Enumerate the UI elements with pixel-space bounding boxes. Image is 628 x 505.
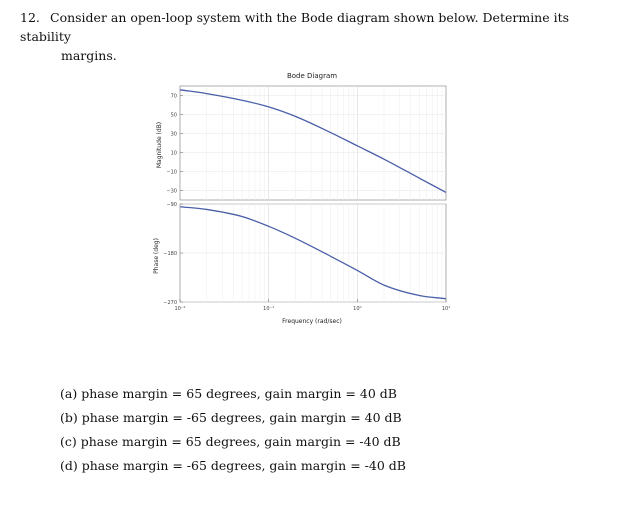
question-body: Consider an open-loop system with the Bo… xyxy=(20,10,570,44)
magnitude-y-tick-label: 10 xyxy=(171,151,177,157)
option-d-text: phase margin = -65 degrees, gain margin … xyxy=(81,458,406,473)
magnitude-axis-label: Magnitude (dB) xyxy=(156,122,163,168)
phase-y-tick-label: −180 xyxy=(163,251,177,257)
question-line-1: 12. Consider an open-loop system with the… xyxy=(20,8,610,46)
magnitude-y-tick-label: 70 xyxy=(171,94,177,100)
option-c-text: phase margin = 65 degrees, gain margin =… xyxy=(80,434,401,449)
chart-title: Bode Diagram xyxy=(287,72,337,80)
phase-axis-label: Phase (deg) xyxy=(153,238,160,274)
magnitude-y-tick-label: −30 xyxy=(166,189,177,195)
option-b[interactable]: (b) phase margin = -65 degrees, gain mar… xyxy=(60,406,406,430)
phase-x-tick-label: 10⁻¹ xyxy=(263,306,274,312)
phase-response-line xyxy=(179,206,447,300)
question-text: 12. Consider an open-loop system with the… xyxy=(20,8,610,65)
magnitude-y-tick-label: −10 xyxy=(166,170,177,176)
phase-y-tick-label: −270 xyxy=(163,300,177,306)
phase-x-tick-label: 10⁰ xyxy=(353,306,361,312)
magnitude-panel: 70 50 30 10 −10 −30 xyxy=(166,85,447,201)
phase-x-tick-label: 10⁻² xyxy=(174,306,185,312)
option-a[interactable]: (a) phase margin = 65 degrees, gain marg… xyxy=(60,382,406,406)
option-c[interactable]: (c) phase margin = 65 degrees, gain marg… xyxy=(60,430,406,454)
phase-y-tick-label: −90 xyxy=(166,202,177,208)
magnitude-response-line xyxy=(179,89,447,193)
option-c-label: (c) xyxy=(60,434,77,449)
magnitude-frame xyxy=(179,85,447,201)
question-line-2: margins. xyxy=(61,48,117,63)
option-a-label: (a) xyxy=(60,386,78,401)
magnitude-y-tick-label: 50 xyxy=(171,113,177,119)
option-a-text: phase margin = 65 degrees, gain margin =… xyxy=(81,386,397,401)
option-d-label: (d) xyxy=(60,458,78,473)
option-d[interactable]: (d) phase margin = -65 degrees, gain mar… xyxy=(60,454,406,478)
answer-options: (a) phase margin = 65 degrees, gain marg… xyxy=(60,382,406,478)
question-number: 12. xyxy=(20,10,40,25)
x-axis-label: Frequency (rad/sec) xyxy=(282,318,342,325)
option-b-label: (b) xyxy=(60,410,78,425)
phase-x-tick-label: 10¹ xyxy=(442,306,450,312)
option-b-text: phase margin = -65 degrees, gain margin … xyxy=(81,410,402,425)
magnitude-y-tick-label: 30 xyxy=(171,132,177,138)
